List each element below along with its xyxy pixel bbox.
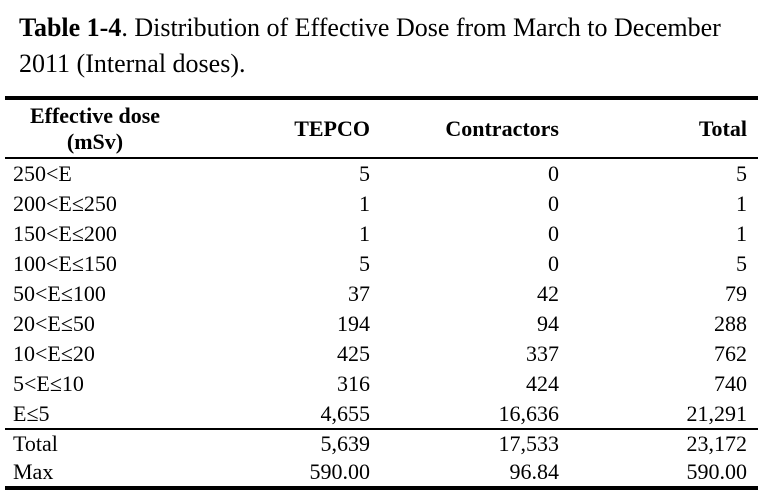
table-row: 20<E≤50 194 94 288 bbox=[5, 309, 758, 339]
cell-contractors: 42 bbox=[537, 281, 559, 306]
header-total: Total bbox=[698, 115, 747, 141]
cell-total: 5 bbox=[736, 161, 747, 186]
header-effective-dose: Effective dose (mSv) bbox=[5, 100, 185, 157]
table-row: E≤5 4,655 16,636 21,291 bbox=[5, 399, 758, 429]
table-row: 250<E 5 0 5 bbox=[5, 159, 758, 189]
cell-total: 21,291 bbox=[686, 401, 748, 426]
total-row: Total 5,639 17,533 23,172 bbox=[5, 430, 758, 458]
cell-tepco: 316 bbox=[337, 371, 370, 396]
cell-dose-range: 200<E≤250 bbox=[13, 191, 117, 216]
cell-dose-range: 10<E≤20 bbox=[13, 341, 95, 366]
cell-total: 23,172 bbox=[686, 431, 748, 456]
cell-summary-label: Total bbox=[13, 431, 58, 456]
cell-contractors: 16,636 bbox=[498, 401, 560, 426]
cell-dose-range: 20<E≤50 bbox=[13, 311, 95, 336]
cell-tepco: 5 bbox=[359, 251, 370, 276]
cell-contractors: 337 bbox=[526, 341, 559, 366]
table-row: 150<E≤200 1 0 1 bbox=[5, 219, 758, 249]
cell-tepco: 194 bbox=[337, 311, 370, 336]
cell-total: 762 bbox=[714, 341, 747, 366]
cell-contractors: 424 bbox=[526, 371, 559, 396]
header-rule bbox=[5, 157, 758, 159]
header-effective-dose-line2: (mSv) bbox=[66, 128, 124, 154]
cell-dose-range: 250<E bbox=[13, 161, 72, 186]
cell-total: 1 bbox=[736, 221, 747, 246]
caption-text: . Distribution of Effective Dose from Ma… bbox=[19, 13, 721, 78]
header-effective-dose-line1: Effective dose bbox=[29, 102, 161, 128]
cell-dose-range: 100<E≤150 bbox=[13, 251, 117, 276]
cell-contractors: 0 bbox=[548, 191, 559, 216]
table-row: 10<E≤20 425 337 762 bbox=[5, 339, 758, 369]
cell-dose-range: 5<E≤10 bbox=[13, 371, 84, 396]
table-header-row: Effective dose (mSv) TEPCO Contractors T… bbox=[5, 100, 758, 157]
caption-label: Table 1-4 bbox=[19, 13, 122, 42]
table-top-rule bbox=[5, 96, 758, 100]
max-row: Max 590.00 96.84 590.00 bbox=[5, 458, 758, 486]
header-contractors: Contractors bbox=[445, 115, 559, 141]
cell-total: 590.00 bbox=[686, 459, 748, 484]
table-row: 200<E≤250 1 0 1 bbox=[5, 189, 758, 219]
header-tepco: TEPCO bbox=[294, 115, 370, 141]
table-caption: Table 1-4. Distribution of Effective Dos… bbox=[19, 10, 749, 82]
table-row: 50<E≤100 37 42 79 bbox=[5, 279, 758, 309]
table-row: 5<E≤10 316 424 740 bbox=[5, 369, 758, 399]
cell-tepco: 5 bbox=[359, 161, 370, 186]
cell-tepco: 5,639 bbox=[320, 431, 371, 456]
cell-total: 1 bbox=[736, 191, 747, 216]
cell-contractors: 0 bbox=[548, 161, 559, 186]
cell-tepco: 37 bbox=[348, 281, 370, 306]
summary-rule bbox=[5, 428, 758, 430]
cell-dose-range: 50<E≤100 bbox=[13, 281, 106, 306]
cell-tepco: 1 bbox=[359, 221, 370, 246]
cell-dose-range: 150<E≤200 bbox=[13, 221, 117, 246]
cell-contractors: 94 bbox=[537, 311, 559, 336]
cell-tepco: 4,655 bbox=[320, 401, 371, 426]
cell-tepco: 1 bbox=[359, 191, 370, 216]
cell-contractors: 0 bbox=[548, 251, 559, 276]
cell-total: 79 bbox=[725, 281, 747, 306]
cell-total: 740 bbox=[714, 371, 747, 396]
cell-dose-range: E≤5 bbox=[13, 401, 50, 426]
table-summary: Total 5,639 17,533 23,172 Max 590.00 96.… bbox=[5, 430, 758, 486]
cell-tepco: 590.00 bbox=[309, 459, 371, 484]
cell-contractors: 0 bbox=[548, 221, 559, 246]
table-row: 100<E≤150 5 0 5 bbox=[5, 249, 758, 279]
cell-tepco: 425 bbox=[337, 341, 370, 366]
cell-contractors: 96.84 bbox=[509, 459, 560, 484]
cell-contractors: 17,533 bbox=[498, 431, 560, 456]
table-bottom-rule bbox=[5, 486, 758, 490]
cell-summary-label: Max bbox=[13, 459, 54, 484]
cell-total: 5 bbox=[736, 251, 747, 276]
table-body: 250<E 5 0 5 200<E≤250 1 0 1 150<E≤200 1 … bbox=[5, 159, 758, 429]
cell-total: 288 bbox=[714, 311, 747, 336]
